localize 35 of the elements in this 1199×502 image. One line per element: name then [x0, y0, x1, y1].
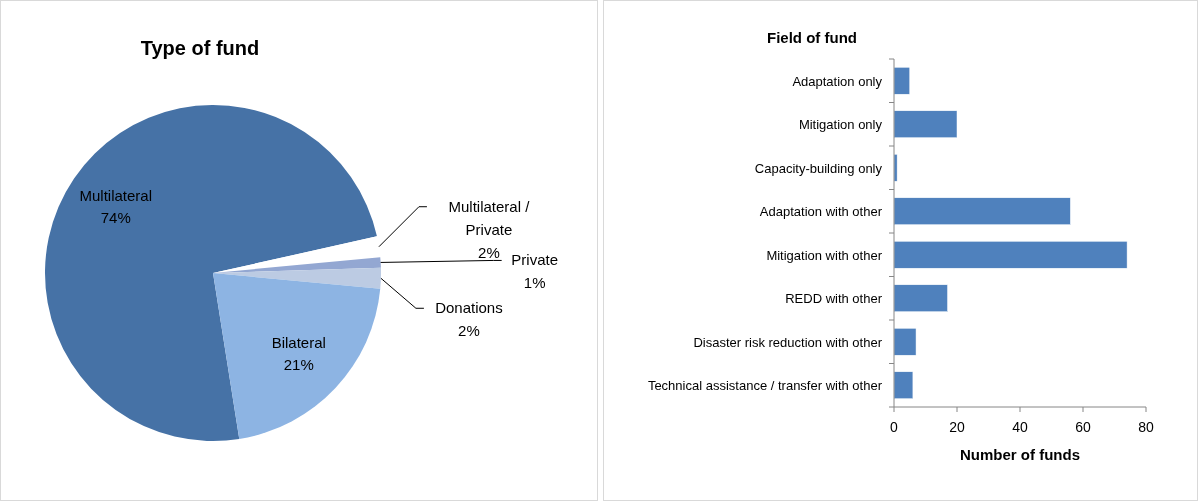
bar: [893, 328, 917, 356]
bar: [893, 241, 1128, 269]
chart-title: Type of fund: [140, 37, 260, 59]
slice-label: Private: [511, 251, 559, 269]
x-axis-title: Number of funds: [960, 446, 1080, 463]
bar: [893, 284, 948, 312]
slice-label: Donations: [435, 299, 503, 317]
y-tick-label: REDD with other: [785, 291, 883, 307]
slice-label: Multilateral: [79, 186, 152, 204]
bar: [893, 371, 914, 399]
x-tick-label: 20: [949, 419, 965, 435]
x-tick-label: 60: [1075, 419, 1091, 435]
pie-slice: [213, 273, 381, 439]
y-tick-label: Adaptation with other: [759, 204, 883, 220]
x-tick-label: 0: [890, 419, 899, 435]
y-tick-label: Disaster risk reduction with other: [693, 334, 883, 350]
slice-label: Bilateral: [271, 333, 326, 351]
x-tick-label: 40: [1012, 419, 1028, 435]
data-label: 2%: [478, 243, 500, 261]
pie-slice: [45, 105, 377, 441]
data-label: 1%: [523, 274, 546, 292]
y-tick-label: Adaptation only: [792, 73, 883, 89]
y-tick-label: Mitigation only: [798, 117, 883, 133]
slice-label: Multilateral / Private: [448, 197, 531, 238]
x-tick-label: 80: [1138, 419, 1154, 435]
data-label: 21%: [283, 355, 314, 373]
bar: [893, 197, 1071, 225]
chart-title: Field of fund: [767, 29, 857, 46]
bar: [893, 110, 958, 138]
y-tick-label: Capacity-building only: [754, 160, 883, 176]
y-tick-label: Mitigation with other: [766, 247, 883, 263]
data-label: 74%: [100, 208, 131, 226]
y-tick-label: Technical assistance / transfer with other: [647, 378, 883, 394]
data-label: 2%: [458, 322, 480, 340]
bar: [893, 67, 910, 95]
